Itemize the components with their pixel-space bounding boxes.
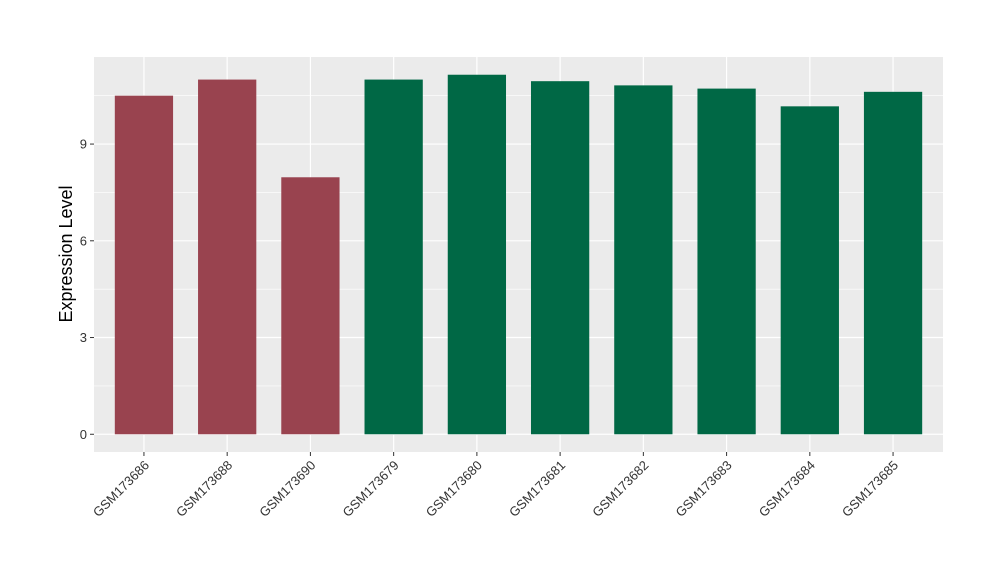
bar-GSM173690 (281, 177, 340, 435)
x-tick-label: GSM173680 (423, 458, 485, 520)
y-tick-label: 3 (80, 330, 87, 345)
y-tick-label: 0 (80, 427, 87, 442)
x-tick-label: GSM173685 (839, 458, 901, 520)
x-tick-label: GSM173681 (506, 458, 568, 520)
bar-GSM173683 (697, 88, 756, 435)
x-tick-label: GSM173679 (340, 458, 402, 520)
bar-GSM173684 (780, 106, 839, 435)
bar-GSM173679 (364, 79, 423, 435)
x-tick-label: GSM173684 (756, 458, 818, 520)
x-tick-label: GSM173686 (90, 458, 152, 520)
y-axis-title: Expression Level (56, 185, 76, 322)
bar-GSM173685 (863, 91, 923, 435)
y-axis: 0 3 6 9 (80, 137, 94, 442)
bar-GSM173680 (447, 74, 507, 435)
x-tick-label: GSM173690 (256, 458, 318, 520)
bar-GSM173686 (114, 95, 174, 435)
x-tick-label: GSM173683 (672, 458, 734, 520)
x-tick-label: GSM173688 (173, 458, 235, 520)
y-tick-label: 9 (80, 137, 87, 152)
bar-GSM173682 (614, 85, 673, 435)
bar-GSM173688 (198, 79, 257, 435)
bars (114, 74, 923, 435)
bar-GSM173681 (530, 81, 590, 435)
y-tick-label: 6 (80, 233, 87, 248)
x-axis: GSM173686 GSM173688 GSM173690 GSM173679 GSM1… (90, 452, 901, 520)
x-tick-label: GSM173682 (589, 458, 651, 520)
